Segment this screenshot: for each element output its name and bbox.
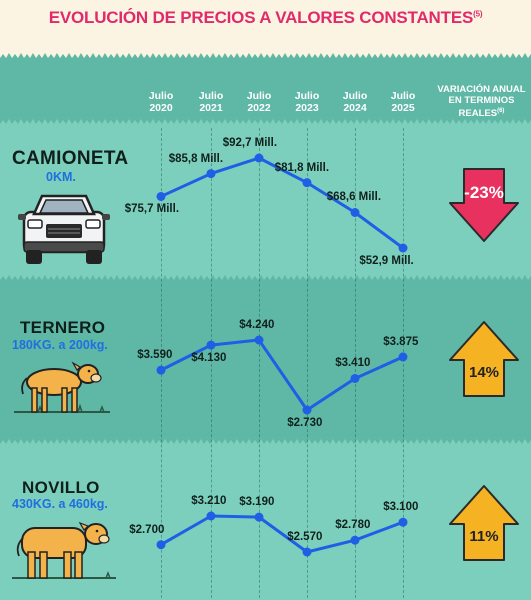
variation-value: 11% <box>469 528 499 545</box>
grass-ridge <box>0 439 531 448</box>
data-label: $3.410 <box>335 357 371 370</box>
grid-line <box>211 128 212 598</box>
data-point <box>398 517 408 527</box>
grass-ridge <box>0 53 531 62</box>
camioneta-subtitle: 0KM. <box>46 170 76 184</box>
page-title: EVOLUCIÓN DE PRECIOS A VALORES CONSTANTE… <box>0 8 531 28</box>
data-label: $3.875 <box>383 335 419 348</box>
year-number: 2023 <box>295 102 319 114</box>
data-point <box>254 335 264 345</box>
data-point <box>350 207 360 217</box>
title-footnote: (5) <box>473 9 483 19</box>
data-point <box>156 540 166 550</box>
grid-line <box>403 128 404 598</box>
grid-line <box>355 128 356 598</box>
data-point <box>206 511 216 521</box>
grid-line <box>259 128 260 598</box>
series-line <box>160 338 404 412</box>
data-label: $3.190 <box>239 496 275 509</box>
data-label: $2.570 <box>287 531 323 543</box>
year-number: 2024 <box>343 102 367 114</box>
data-label: $81,8 Mill. <box>274 161 330 174</box>
data-point <box>302 405 312 415</box>
data-label: $75,7 Mill. <box>124 203 180 216</box>
variation-value: -23% <box>464 183 504 202</box>
year-label: Julio 2022 <box>236 90 282 114</box>
grass-ridge <box>0 119 531 128</box>
year-number: 2025 <box>391 102 415 114</box>
data-label: $4.130 <box>191 352 227 365</box>
data-label: $3.210 <box>191 495 227 507</box>
ternero-subtitle: 180KG. a 200kg. <box>12 338 108 352</box>
data-point <box>302 178 312 188</box>
camioneta-title: CAMIONETA <box>12 148 129 169</box>
year-month: Julio <box>198 90 224 102</box>
year-number: 2020 <box>149 102 173 114</box>
grid-line <box>161 128 162 598</box>
novillo-subtitle: 430KG. a 460kg. <box>12 497 108 511</box>
year-label: Julio 2021 <box>188 90 234 114</box>
data-point <box>350 535 360 545</box>
year-month: Julio <box>246 90 272 102</box>
data-label: $2.730 <box>287 417 323 429</box>
data-point <box>302 547 312 557</box>
year-label: Julio 2024 <box>332 90 378 114</box>
data-point <box>206 169 216 179</box>
data-label: $3.590 <box>137 349 173 362</box>
arrow-up-icon <box>449 321 519 397</box>
data-label: $68,6 Mill. <box>326 191 382 204</box>
year-month: Julio <box>390 90 416 102</box>
variation-value: 14% <box>468 364 500 381</box>
title-band <box>0 0 531 60</box>
year-month: Julio <box>294 90 320 102</box>
year-label: Julio 2023 <box>284 90 330 114</box>
variation-header: VARIACIÓN ANUAL EN TERMINOS REALES(6) <box>432 84 531 119</box>
data-label: $92,7 Mill. <box>222 137 278 149</box>
arrow-down-icon <box>449 168 519 242</box>
arrow-up-icon <box>449 485 519 561</box>
novillo-title: NOVILLO <box>22 478 100 497</box>
variation-header-text: VARIACIÓN ANUAL EN TERMINOS REALES <box>437 84 526 120</box>
variation-header-note: (6) <box>497 108 505 114</box>
data-label: $85,8 Mill. <box>168 152 224 165</box>
year-label: Julio 2020 <box>138 90 184 114</box>
year-month: Julio <box>148 90 174 102</box>
data-label: $2.700 <box>129 523 165 536</box>
data-point <box>156 191 166 201</box>
grid-line <box>307 128 308 598</box>
data-label: $3.100 <box>383 501 419 514</box>
data-point <box>254 512 264 522</box>
year-number: 2022 <box>247 102 271 114</box>
data-label: $2.780 <box>335 519 371 532</box>
data-point <box>398 243 408 253</box>
title-text: EVOLUCIÓN DE PRECIOS A VALORES CONSTANTE… <box>48 8 474 27</box>
year-number: 2021 <box>199 102 223 114</box>
ternero-title: TERNERO <box>20 318 106 337</box>
data-point <box>156 365 166 375</box>
data-label: $4.240 <box>239 319 275 331</box>
header-band <box>0 60 531 126</box>
data-point <box>254 153 264 163</box>
year-label: Julio 2025 <box>380 90 426 114</box>
data-point <box>398 352 408 362</box>
series-line <box>160 514 404 554</box>
data-label: $52,9 Mill. <box>359 255 414 267</box>
ternero-band <box>0 282 531 446</box>
data-point <box>206 340 216 350</box>
year-month: Julio <box>342 90 368 102</box>
data-point <box>350 373 360 383</box>
series-line <box>160 156 404 250</box>
grass-ridge <box>0 275 531 284</box>
